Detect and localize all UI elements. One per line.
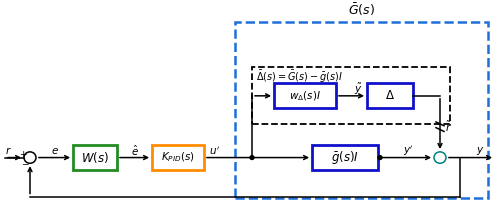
Text: $\bar{\Delta}(s)=\bar{G}(s)-\bar{g}(s)I$: $\bar{\Delta}(s)=\bar{G}(s)-\bar{g}(s)I$ xyxy=(256,69,343,85)
Text: $e$: $e$ xyxy=(51,146,59,156)
Text: $\bar{G}(s)$: $\bar{G}(s)$ xyxy=(348,1,375,18)
Bar xyxy=(73,145,117,170)
Text: $\tilde{y}$: $\tilde{y}$ xyxy=(354,82,362,97)
Text: $-$: $-$ xyxy=(20,158,30,167)
Bar xyxy=(235,22,488,198)
Text: $\tilde{r}$: $\tilde{r}$ xyxy=(445,120,452,134)
Text: $r$: $r$ xyxy=(4,145,12,156)
Text: $W(s)$: $W(s)$ xyxy=(81,150,109,165)
Text: $K_{PID}(s)$: $K_{PID}(s)$ xyxy=(161,151,195,164)
Text: $+$: $+$ xyxy=(18,149,28,159)
Bar xyxy=(252,67,450,124)
Text: $w_{\Delta}(s)I$: $w_{\Delta}(s)I$ xyxy=(289,89,321,103)
Text: $u'$: $u'$ xyxy=(208,145,220,157)
Bar xyxy=(152,145,204,170)
Circle shape xyxy=(378,156,382,159)
Circle shape xyxy=(250,156,254,159)
Text: $y'$: $y'$ xyxy=(402,144,413,158)
Text: $\bar{g}(s)I$: $\bar{g}(s)I$ xyxy=(331,149,359,166)
Bar xyxy=(274,83,336,108)
Text: $\hat{e}$: $\hat{e}$ xyxy=(131,144,139,158)
Text: $\Delta$: $\Delta$ xyxy=(385,89,395,102)
Bar xyxy=(367,83,413,108)
Text: $y$: $y$ xyxy=(476,145,484,157)
Bar xyxy=(312,145,378,170)
